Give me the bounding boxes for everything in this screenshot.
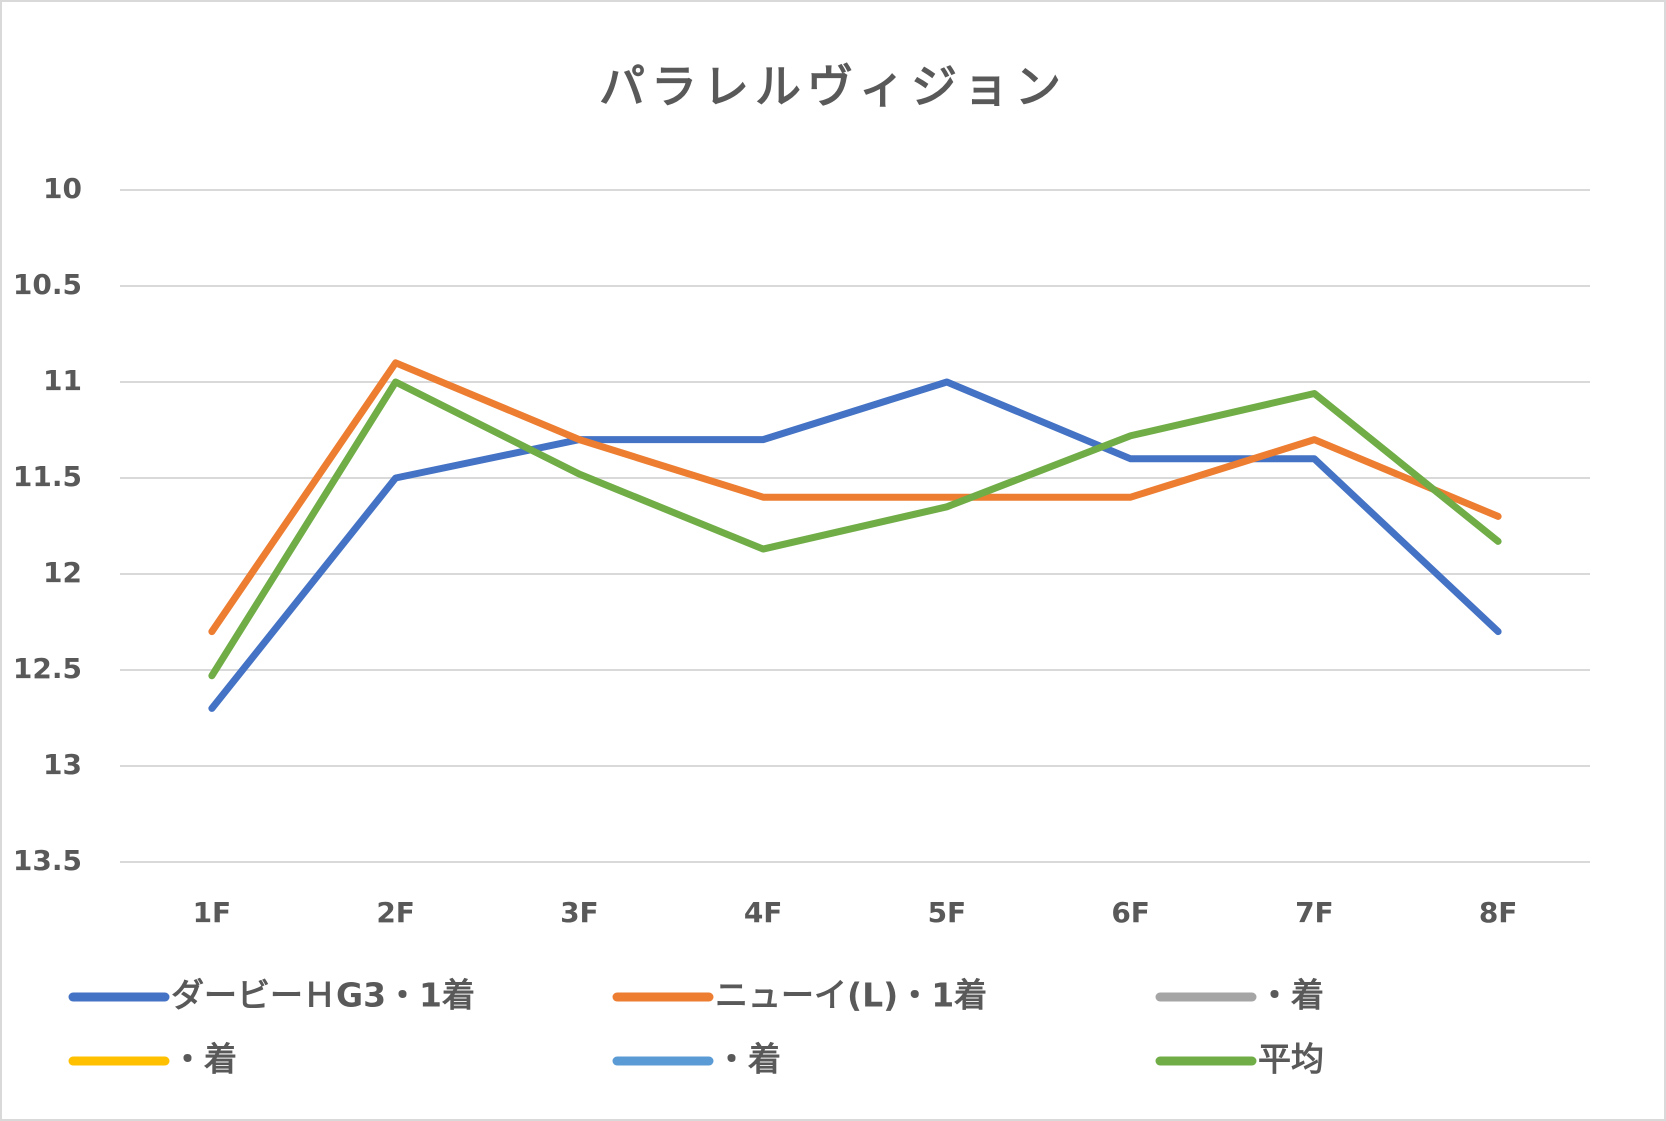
- legend-label: ・着: [171, 1040, 237, 1079]
- legend-label: ダービーＨG3・1着: [171, 976, 475, 1015]
- y-tick-label: 10.5: [13, 268, 82, 301]
- y-tick-label: 11: [43, 364, 82, 397]
- legend-label: ・着: [1258, 976, 1324, 1015]
- x-tick-label: 5F: [928, 896, 967, 929]
- x-tick-label: 2F: [376, 896, 415, 929]
- x-tick-label: 3F: [560, 896, 599, 929]
- x-tick-label: 7F: [1295, 896, 1334, 929]
- y-tick-label: 12: [43, 556, 82, 589]
- series-line: [208, 378, 1502, 712]
- x-tick-label: 4F: [744, 896, 783, 929]
- legend-label: 平均: [1258, 1040, 1324, 1079]
- legend-label: ・着: [715, 1040, 781, 1079]
- x-tick-label: 1F: [193, 896, 232, 929]
- y-tick-label: 13.5: [13, 844, 82, 877]
- legend-label: ニューイ(L)・1着: [715, 976, 987, 1015]
- y-tick-label: 12.5: [13, 652, 82, 685]
- y-tick-label: 10: [43, 172, 82, 205]
- x-tick-label: 6F: [1111, 896, 1150, 929]
- series-line: [208, 378, 1502, 680]
- chart-title: パラレルヴィジョン: [599, 60, 1067, 114]
- y-tick-label: 11.5: [13, 460, 82, 493]
- y-tick-label: 13: [43, 748, 82, 781]
- x-tick-label: 8F: [1479, 896, 1518, 929]
- series-line: [208, 359, 1502, 636]
